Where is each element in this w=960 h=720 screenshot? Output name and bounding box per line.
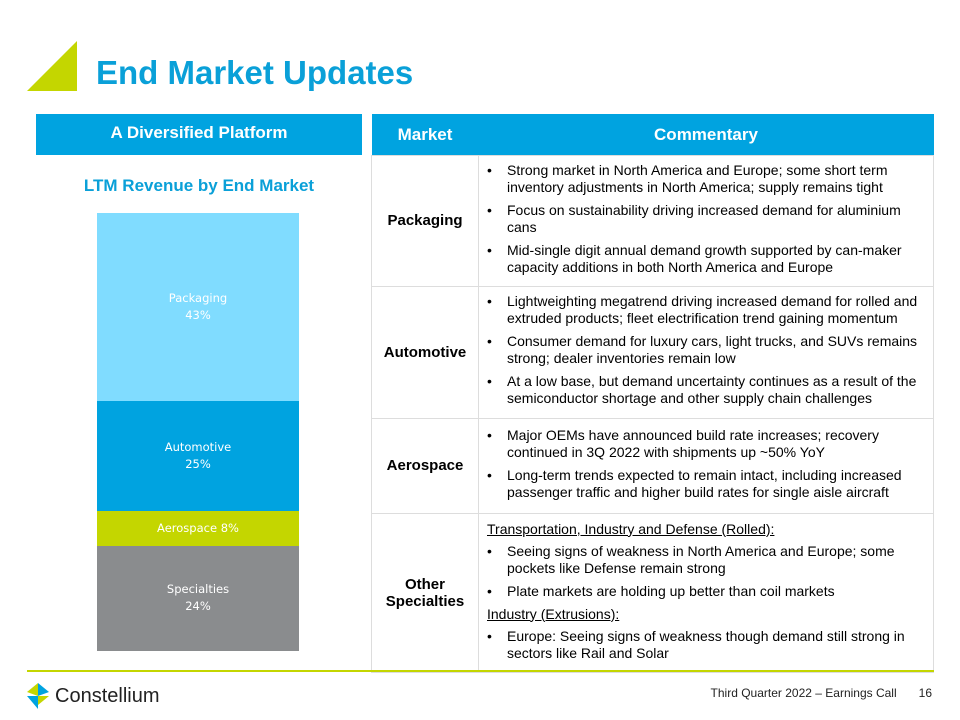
bullet-item: Focus on sustainability driving increase… [487,202,923,236]
logo-triangle [27,41,77,91]
table-row: PackagingStrong market in North America … [371,154,934,287]
bar-segment-aerospace: Aerospace 8% [97,510,299,546]
logo-text: Constellium [55,684,160,707]
header-market: Market [371,114,479,155]
footer-text: Third Quarter 2022 – Earnings Call 16 [689,686,932,700]
constellium-logo: Constellium [27,683,159,709]
header-commentary: Commentary [478,114,934,155]
commentary-table: Market Commentary PackagingStrong market… [371,114,934,673]
market-cell: Aerospace [371,417,479,514]
segment-label-value: 24% [185,599,211,614]
commentary-cell: Transportation, Industry and Defense (Ro… [478,512,934,673]
bullet-item: Lightweighting megatrend driving increas… [487,293,923,327]
bullet-item: Consumer demand for luxury cars, light t… [487,333,923,367]
market-cell: Automotive [371,285,479,419]
segment-label: Packaging 43% [169,290,227,324]
bullet-list: Europe: Seeing signs of weakness though … [487,628,923,662]
commentary-cell: Major OEMs have announced build rate inc… [478,417,934,514]
chart-title: LTM Revenue by End Market [83,176,315,195]
bullet-list: Strong market in North America and Europ… [487,162,923,276]
market-cell: Packaging [371,154,479,287]
bullet-item: Europe: Seeing signs of weakness though … [487,628,923,662]
bullet-item: Strong market in North America and Europ… [487,162,923,196]
segment-label-name: Specialties [166,582,230,597]
segment-label: Specialties 24% [167,581,229,615]
bullet-list: Seeing signs of weakness in North Americ… [487,543,923,600]
bullet-item: Major OEMs have announced build rate inc… [487,427,923,461]
table-row: AutomotiveLightweighting megatrend drivi… [371,285,934,419]
stacked-bar-chart: Packaging 43% Automotive 25% Aerospace 8% Spe… [97,213,299,651]
subheading: Industry (Extrusions): [487,605,620,622]
segment-label-name: Automotive [164,440,232,455]
bar-segment-automotive: Automotive 25% [97,401,299,511]
segment-label: Automotive 25% [165,439,232,473]
bar-segment-packaging: Packaging 43% [97,213,299,402]
segment-label-name: Packaging [168,291,228,306]
page-title: End Market Updates [96,54,414,91]
left-panel-header: A Diversified Platform [36,114,362,155]
footer-divider [27,670,934,672]
bullet-item: Mid-single digit annual demand growth su… [487,242,923,276]
page-number: 16 [918,686,932,700]
bullet-item: Long-term trends expected to remain inta… [487,467,923,501]
constellium-logo-icon [27,683,49,709]
commentary-cell: Strong market in North America and Europ… [478,154,934,287]
table-row: Other Specialties Transportation, Industr… [371,512,934,673]
table-header-row: Market Commentary [371,114,934,155]
bullet-item: Plate markets are holding up better than… [487,583,923,600]
bullet-list: Lightweighting megatrend driving increas… [487,293,923,407]
event-name: Third Quarter 2022 – Earnings Call [710,686,897,700]
segment-label-name: Aerospace 8% [157,520,239,535]
segment-label-value: 25% [185,457,211,472]
segment-label: Aerospace 8% [157,520,239,537]
segment-label-value: 43% [185,308,211,323]
table-row: AerospaceMajor OEMs have announced build… [371,417,934,514]
bullet-item: At a low base, but demand uncertainty co… [487,373,923,407]
bullet-list: Major OEMs have announced build rate inc… [487,427,923,501]
commentary-cell: Lightweighting megatrend driving increas… [478,285,934,419]
market-cell: Other Specialties [371,512,479,673]
bar-segment-specialties: Specialties 24% [97,545,299,651]
bullet-item: Seeing signs of weakness in North Americ… [487,543,923,577]
subheading: Transportation, Industry and Defense (Ro… [487,520,775,537]
